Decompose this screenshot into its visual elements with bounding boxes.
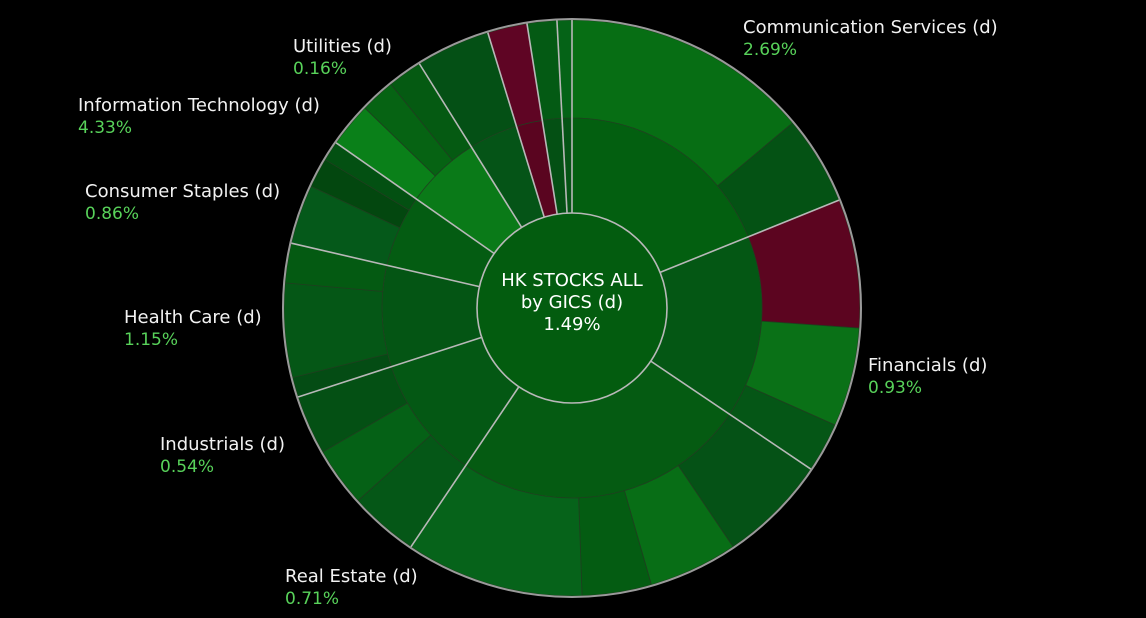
sector-divider [418, 63, 523, 228]
sector-name: Communication Services (d) [743, 17, 998, 38]
sector-name: Health Care (d) [124, 307, 262, 328]
sector-divider [335, 142, 495, 255]
sector-divider [410, 386, 520, 548]
sector-label-consumer-staples[interactable]: Consumer Staples (d) 0.86% [85, 181, 280, 225]
sector-change: 4.33% [78, 118, 133, 138]
center-value: 1.49% [543, 314, 601, 335]
sector-change: 0.71% [285, 589, 340, 609]
sector-divider [297, 336, 482, 398]
sector-label-health-care[interactable]: Health Care (d) 1.15% [124, 307, 262, 351]
ring-borders [282, 18, 862, 598]
sector-change: 2.69% [743, 40, 798, 60]
sector-divider [291, 242, 480, 288]
sector-divider [650, 360, 812, 470]
sector-name: Consumer Staples (d) [85, 181, 281, 202]
sector-name: Industrials (d) [160, 434, 285, 455]
outer-ring [283, 19, 861, 597]
center-disc[interactable] [476, 212, 668, 404]
sector-label-industrials[interactable]: Industrials (d) 0.54% [160, 434, 285, 478]
sector-change: 0.86% [85, 204, 140, 224]
sector-change: 1.15% [124, 330, 179, 350]
sector-label-real-estate[interactable]: Real Estate (d) 0.71% [285, 566, 418, 610]
sector-divider [659, 199, 840, 274]
center-title: HK STOCKS ALL [501, 270, 643, 291]
sector-name: Financials (d) [868, 355, 988, 376]
sector-name: Utilities (d) [293, 36, 392, 57]
sector-divider [556, 20, 568, 214]
sector-divider [526, 23, 558, 215]
sector-change: 0.54% [160, 457, 215, 477]
sector-change: 0.16% [293, 59, 348, 79]
sector-name: Information Technology (d) [78, 95, 320, 116]
sector-label-utilities[interactable]: Utilities (d) 0.16% [293, 36, 392, 80]
sector-label-information-technology[interactable]: Information Technology (d) 4.33% [78, 95, 320, 139]
chart-center-label: HK STOCKS ALL by GICS (d) 1.49% [472, 270, 672, 336]
sector-change: 0.93% [868, 378, 923, 398]
sector-divider [487, 32, 545, 218]
sector-label-financials[interactable]: Financials (d) 0.93% [868, 355, 987, 399]
sector-name: Real Estate (d) [285, 566, 418, 587]
inner-ring [381, 117, 763, 499]
center-subtitle: by GICS (d) [520, 292, 624, 313]
outer-rim [282, 18, 862, 598]
sector-label-communication-services[interactable]: Communication Services (d) 2.69% [743, 17, 998, 61]
